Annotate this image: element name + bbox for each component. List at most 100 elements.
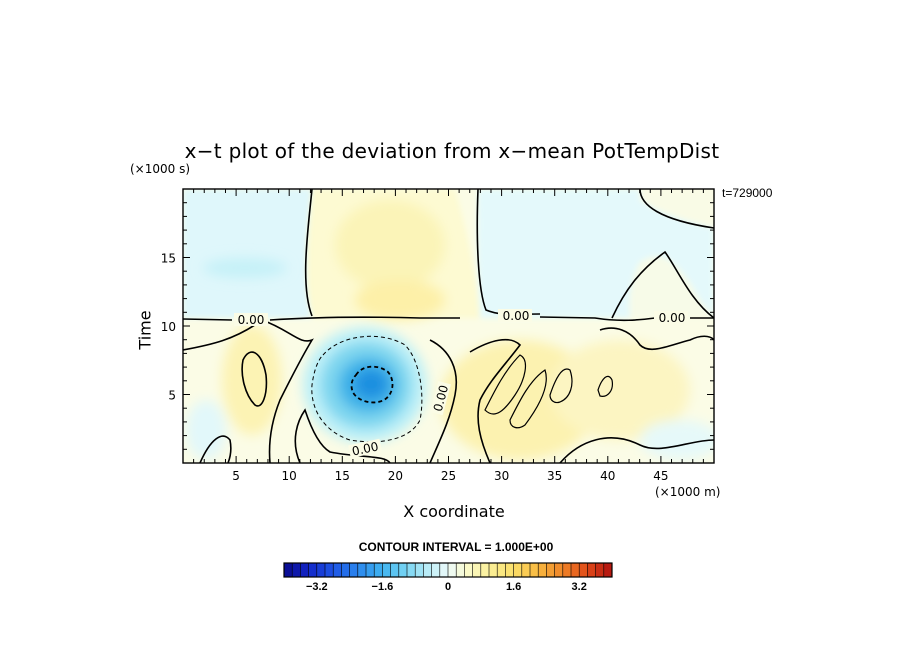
x-axis-label: X coordinate	[403, 502, 505, 521]
cold-anomaly-core	[354, 369, 388, 399]
x-ticks: 5 10 15 20 25 30 35 40 45	[193, 189, 704, 483]
colorbar-cell	[489, 563, 498, 577]
contour-label-3: 0.00	[659, 311, 686, 325]
contour-zero-center-right	[469, 338, 522, 463]
colorbar-cell	[415, 563, 424, 577]
colorbar-cell	[513, 563, 523, 577]
x-tick-label: 5	[232, 469, 240, 483]
colorbar-cell	[382, 563, 391, 577]
colorbar-tick-label: −3.2	[306, 581, 328, 593]
contour-label-4: 0.00	[351, 439, 380, 458]
colorbar-cell	[480, 563, 490, 577]
field-warm-core-upper	[335, 200, 445, 290]
contour-minus-3	[350, 365, 394, 404]
x-tick-label: 10	[282, 469, 297, 483]
contour-label-2: 0.00	[503, 309, 530, 323]
colorbar-cell	[407, 563, 416, 577]
x-tick-label: 25	[441, 469, 456, 483]
colorbar-cell	[562, 563, 572, 577]
x-tick-label: 20	[388, 469, 403, 483]
contour-zero-lower-left	[199, 435, 232, 463]
colorbar-cell	[333, 563, 342, 577]
colorbar-cell	[316, 563, 326, 577]
contour-zero-far-right-mid	[611, 250, 714, 319]
contour-zero-right-upper-blob	[599, 327, 714, 350]
colorbar-cell	[603, 563, 613, 577]
colorbar-cell	[554, 563, 564, 577]
colorbar-cell	[431, 563, 441, 577]
x-tick-label: 40	[600, 469, 615, 483]
contour-label-bg-1	[234, 313, 268, 326]
contour-zero-lower-right	[559, 437, 714, 463]
colorbar-cell	[325, 563, 334, 577]
contour-label-1: 0.00	[238, 313, 265, 327]
negative-contours	[311, 335, 423, 443]
x-tick-label: 15	[335, 469, 350, 483]
field-cool-streak-upper	[203, 258, 287, 278]
colorbar-cell	[521, 563, 531, 577]
colorbar-cell	[284, 563, 293, 577]
heatmap-field	[183, 189, 714, 463]
colorbar-cell	[538, 563, 547, 577]
contour-interval: CONTOUR INTERVAL = 1.000E+00	[358, 540, 554, 554]
colorbar-tick-label: −1.6	[372, 581, 394, 593]
colorbar-cell	[390, 563, 400, 577]
contour-zero-far-right-top	[639, 189, 714, 229]
colorbar-cell	[587, 563, 596, 577]
field-cool-lower-left	[186, 400, 226, 460]
colorbar-cell	[571, 563, 580, 577]
contour-zero-horizontal-right	[539, 316, 714, 322]
contour-warm-streak-3	[549, 368, 573, 404]
contour-zero-warm-left-loop	[241, 351, 268, 407]
colorbar-cell	[595, 563, 605, 577]
colorbar-frame	[283, 562, 613, 578]
colorbar-cell	[349, 563, 359, 577]
x-tick-label: 35	[547, 469, 562, 483]
colorbar-cell	[579, 563, 588, 577]
colorbar-tick-label: 0	[445, 581, 451, 593]
contour-zero-around-cold	[294, 408, 391, 463]
contour-label-group: 0.00 0.00 0.00 0.00 0.00	[234, 309, 688, 459]
colorbar-cell	[398, 563, 408, 577]
field-upper-right-patch	[640, 189, 714, 228]
colorbar-cell	[472, 563, 482, 577]
colorbar-cell	[505, 563, 514, 577]
x-tick-label: 45	[653, 469, 668, 483]
y-axis-unit: (×1000 s)	[130, 162, 191, 176]
y-ticks: 5 10 15	[161, 202, 714, 450]
zero-contours	[183, 189, 714, 463]
y-tick-label: 10	[161, 320, 176, 334]
chart-title: x−t plot of the deviation from x−mean Po…	[184, 139, 720, 163]
x-tick-label: 30	[494, 469, 509, 483]
colorbar-cell	[439, 563, 449, 577]
colorbar-ticks: −3.2 −1.6 0 1.6 3.2	[306, 581, 587, 593]
x-axis-unit: (×1000 m)	[655, 485, 721, 499]
contour-zero-center	[429, 339, 457, 463]
colorbar-cell	[448, 563, 457, 577]
field-cool-lower-right	[640, 420, 714, 460]
colorbar-cell	[546, 563, 555, 577]
contour-label-bg-5	[430, 380, 451, 416]
colorbar-cell	[292, 563, 301, 577]
contour-label-bg-3	[654, 311, 688, 324]
field-warm-lower-left	[222, 325, 282, 435]
y-tick-label: 15	[161, 252, 176, 266]
colorbar-cell	[497, 563, 506, 577]
contour-minus-1	[311, 335, 423, 443]
colorbar-cell	[308, 563, 318, 577]
field-warm-lower-far-right	[550, 340, 690, 440]
colorbar-cell	[423, 563, 432, 577]
colorbar-cell	[464, 563, 473, 577]
time-stamp: t=729000	[722, 186, 773, 200]
colorbar-cell	[366, 563, 375, 577]
contour-zero-left-loop	[183, 319, 314, 463]
contour-warm-streak-4	[597, 375, 613, 397]
colorbar-cell	[341, 563, 350, 577]
contour-zero-horizontal-left	[183, 316, 460, 321]
colorbar-cell	[300, 563, 309, 577]
colorbar	[283, 562, 613, 578]
colorbar-cell	[456, 563, 465, 577]
contour-warm-streak-1	[484, 354, 527, 415]
y-tick-label: 5	[168, 389, 176, 403]
